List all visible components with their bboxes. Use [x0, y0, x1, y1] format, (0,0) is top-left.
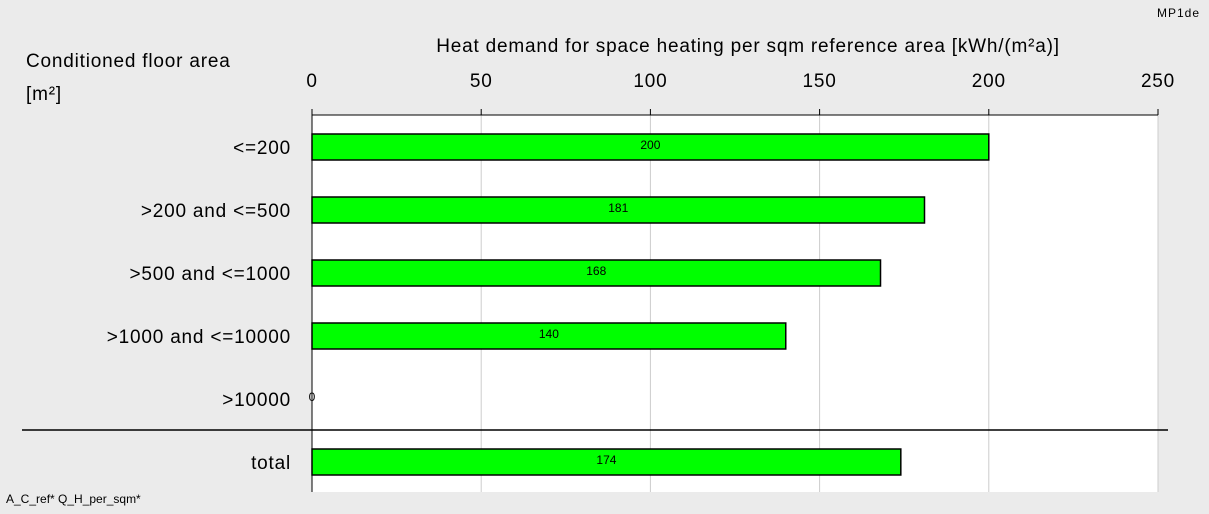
- bar: [311, 448, 902, 476]
- y-tick-label: >200 and <=500: [141, 201, 291, 222]
- corner-label: MP1de: [1157, 6, 1200, 20]
- bar: [311, 259, 882, 287]
- x-tick-label: 200: [972, 71, 1006, 92]
- axis-title: Heat demand for space heating per sqm re…: [436, 36, 1060, 57]
- data-label: 200: [640, 138, 660, 152]
- data-label: 168: [586, 264, 606, 278]
- y-tick-label: >1000 and <=10000: [107, 327, 291, 348]
- data-label: 0: [309, 390, 316, 404]
- x-tick-label: 50: [470, 71, 493, 92]
- bar: [311, 133, 990, 161]
- y-tick-label: total: [251, 453, 291, 474]
- x-tick-label: 150: [803, 71, 837, 92]
- y-tick-label: >10000: [222, 390, 291, 411]
- footnote: A_C_ref* Q_H_per_sqm*: [6, 492, 141, 506]
- data-label: 181: [608, 201, 628, 215]
- plot-area: [312, 115, 1158, 492]
- x-tick-label: 0: [306, 71, 317, 92]
- x-tick-label: 100: [633, 71, 667, 92]
- y-tick-label: >500 and <=1000: [129, 264, 291, 285]
- data-label: 174: [596, 453, 616, 467]
- data-label: 140: [539, 327, 559, 341]
- y-tick-label: <=200: [233, 138, 291, 159]
- y-label: [m²]: [26, 84, 62, 105]
- y-label: Conditioned floor area: [26, 51, 231, 72]
- x-tick-label: 250: [1141, 71, 1175, 92]
- bar: [311, 322, 787, 350]
- bar: [311, 196, 926, 224]
